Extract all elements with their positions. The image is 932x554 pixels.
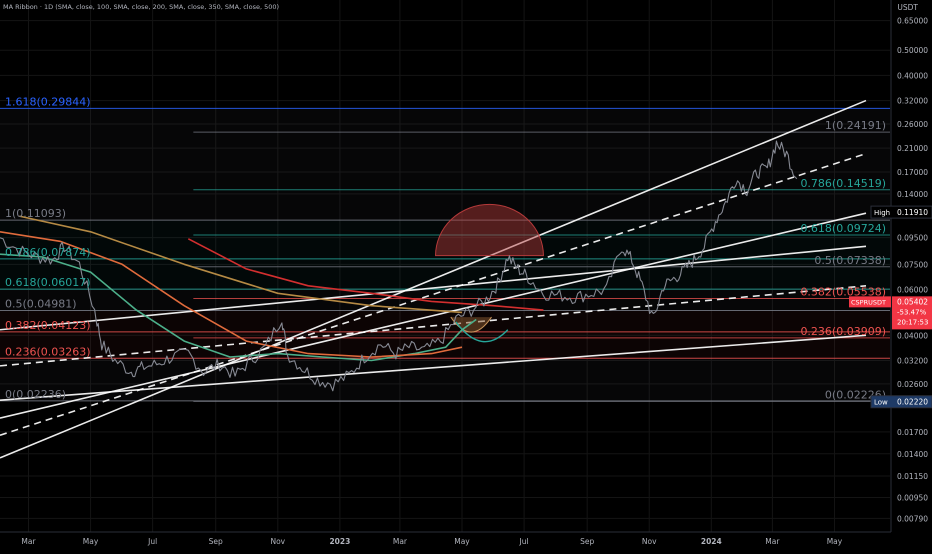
channel-line xyxy=(0,212,867,419)
fib-labels: 1.618(0.29844) 1(0.11093) 0.786(0.07874) 0.… xyxy=(5,95,886,401)
ma-line xyxy=(0,231,463,358)
price-series xyxy=(0,140,798,392)
price-tick-label: 0.00950 xyxy=(897,494,928,503)
price-tag-label: Low xyxy=(874,399,888,407)
symbol-tag-box xyxy=(849,296,891,308)
channel-line xyxy=(0,152,867,436)
fib-band xyxy=(0,358,890,401)
fib-label: 0.382(0.05538) xyxy=(800,286,886,299)
time-tick-label: Jul xyxy=(519,537,529,546)
fib-label: 1(0.24191) xyxy=(825,119,886,132)
fib-band xyxy=(0,108,890,221)
fib-label: 1(0.11093) xyxy=(5,207,66,220)
channel-line xyxy=(0,99,867,459)
fib-levels xyxy=(0,107,890,402)
price-tick-label: 0.14000 xyxy=(897,190,928,199)
arc-drawing xyxy=(435,204,544,343)
fib-label: 0.236(0.03263) xyxy=(5,345,91,358)
price-tick-label: 0.02600 xyxy=(897,380,928,389)
fib-band xyxy=(0,289,890,311)
price-tick-label: 0.00790 xyxy=(897,514,928,523)
price-tick-label: 0.65000 xyxy=(897,17,928,26)
channel-lines xyxy=(0,99,867,459)
axis-bg xyxy=(891,0,932,550)
current-price-value: 0.05402 xyxy=(897,297,928,306)
price-tick-label: 0.01400 xyxy=(897,450,928,459)
fib-fills xyxy=(0,108,890,401)
time-axis: Mar May Jul Sep Nov 2023 Mar May Jul Sep Nov 2024 Ma… xyxy=(0,531,891,546)
current-price-box xyxy=(892,296,932,330)
axis-currency-label: USDT xyxy=(897,3,918,12)
price-tick-label: 0.50000 xyxy=(897,46,928,55)
fib-label: 0.786(0.14519) xyxy=(800,177,886,190)
price-tick-label: 0.03200 xyxy=(897,356,928,365)
price-tick-label: 0.01700 xyxy=(897,428,928,437)
time-tick-label: 2024 xyxy=(701,537,722,546)
price-tag-label: High xyxy=(874,209,890,217)
time-tick-label: Nov xyxy=(642,537,657,546)
current-price-change: -53.47% xyxy=(897,308,927,316)
curve-shape xyxy=(455,321,509,343)
price-tick-label: 0.21000 xyxy=(897,144,928,153)
fib-label: 0.618(0.06017) xyxy=(5,276,91,289)
price-line xyxy=(0,140,798,392)
ma-line xyxy=(0,253,477,362)
time-tick-label: Sep xyxy=(580,537,594,546)
price-tick-label: 0.07500 xyxy=(897,260,928,269)
price-tick-label: 0.01150 xyxy=(897,472,928,481)
price-tag-value: 0.11910 xyxy=(897,208,928,217)
fib-label: 0.786(0.07874) xyxy=(5,246,91,259)
price-tick-label: 0.32000 xyxy=(897,97,928,106)
fib-label: 0.382(0.04123) xyxy=(5,319,91,332)
price-axis: 0.65000 0.50000 0.40000 0.32000 0.26000 0.210… xyxy=(890,0,932,550)
price-tags: High 0.11910 Low 0.02220 CSPRUSDT 0.05402 -53.… xyxy=(849,205,932,409)
channel-line xyxy=(0,285,867,367)
time-tick-label: 2023 xyxy=(329,537,350,546)
price-tick-label: 0.09500 xyxy=(897,234,928,243)
price-tag-value: 0.02220 xyxy=(897,398,928,407)
ma-line xyxy=(187,238,544,311)
price-tick-label: 0.06000 xyxy=(897,286,928,295)
time-tick-label: May xyxy=(827,537,843,546)
price-tick-label: 0.26000 xyxy=(897,120,928,129)
arc-shape xyxy=(435,204,544,257)
time-tick-label: Sep xyxy=(209,537,223,546)
fib-label: 0.5(0.04981) xyxy=(5,298,77,311)
fib-label: 0(0.02236) xyxy=(5,388,66,401)
time-tick-label: May xyxy=(454,537,470,546)
price-tag-box xyxy=(870,205,932,219)
time-tick-label: Mar xyxy=(765,537,780,546)
indicator-legend[interactable]: MA Ribbon · 1D (SMA, close, 100, SMA, cl… xyxy=(3,3,280,11)
channel-line xyxy=(0,334,867,402)
symbol-tag-label: CSPRUSDT xyxy=(851,298,886,306)
time-tick-label: Nov xyxy=(270,537,285,546)
price-tick-label: 0.17000 xyxy=(897,168,928,177)
time-tick-label: May xyxy=(83,537,99,546)
current-price-countdown: 20:17:53 xyxy=(897,318,928,326)
price-tick-label: 0.40000 xyxy=(897,71,928,80)
moving-averages xyxy=(0,215,544,362)
price-tick-label: 0.04000 xyxy=(897,331,928,340)
price-tag-box xyxy=(870,395,932,409)
ma-line xyxy=(19,215,463,314)
fib-label: 1.618(0.29844) xyxy=(5,95,91,108)
fib-band xyxy=(0,310,890,332)
time-tick-label: Jul xyxy=(147,537,157,546)
fib-label: 0.5(0.07338) xyxy=(814,254,886,267)
fib-label: 0.618(0.09724) xyxy=(800,222,886,235)
time-tick-label: Mar xyxy=(393,537,408,546)
time-tick-label: Mar xyxy=(21,537,36,546)
fib-label: 0.236(0.03909) xyxy=(800,325,886,338)
